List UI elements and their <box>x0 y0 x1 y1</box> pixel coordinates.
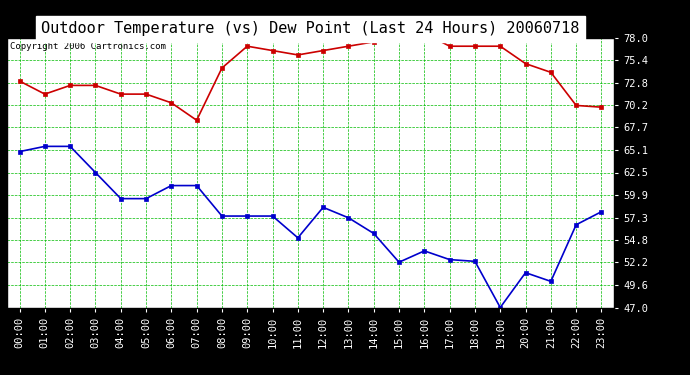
Text: Copyright 2006 Cartronics.com: Copyright 2006 Cartronics.com <box>10 42 166 51</box>
Title: Outdoor Temperature (vs) Dew Point (Last 24 Hours) 20060718: Outdoor Temperature (vs) Dew Point (Last… <box>41 21 580 36</box>
